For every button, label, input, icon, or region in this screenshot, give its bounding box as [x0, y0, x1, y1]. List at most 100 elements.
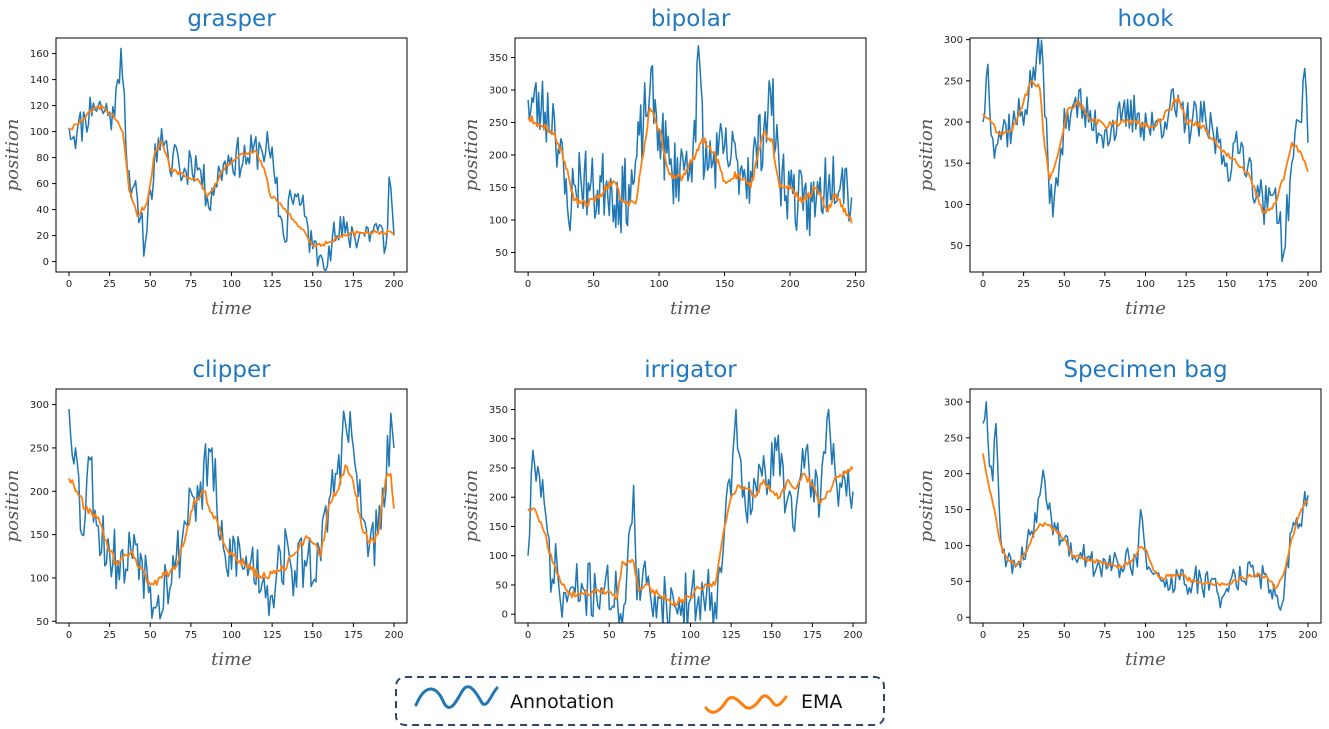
y-tick-label: 50 — [495, 580, 508, 591]
y-tick-label: 40 — [36, 205, 49, 216]
y-tick-label: 50 — [950, 241, 963, 252]
y-tick-label: 50 — [950, 577, 963, 588]
series-line-annotation — [68, 47, 395, 272]
series-line-ema — [982, 453, 1309, 590]
x-tick-label: 100 — [222, 630, 241, 641]
panel-title: hook — [1117, 6, 1174, 32]
y-tick-label: 100 — [30, 127, 49, 138]
y-tick-label: 350 — [489, 53, 508, 64]
x-tick-label: 50 — [1058, 279, 1071, 290]
plot-frame — [55, 388, 408, 624]
x-tick-label: 50 — [603, 630, 616, 641]
y-tick-label: 200 — [489, 493, 508, 504]
y-tick-label: 150 — [489, 183, 508, 194]
plot-frame — [514, 388, 867, 624]
x-tick-label: 125 — [263, 630, 282, 641]
panel-title: irrigator — [644, 357, 737, 383]
panel-title: Specimen bag — [1063, 357, 1227, 383]
x-tick-label: 0 — [525, 630, 531, 641]
y-tick-label: 50 — [36, 617, 49, 628]
y-tick-label: 150 — [944, 159, 963, 170]
x-tick-label: 250 — [846, 279, 865, 290]
y-axis-label: position — [916, 470, 937, 543]
x-axis-label: time — [670, 298, 711, 319]
x-tick-label: 50 — [144, 279, 157, 290]
y-tick-label: 200 — [30, 487, 49, 498]
y-tick-label: 300 — [30, 400, 49, 411]
x-tick-label: 75 — [1099, 630, 1112, 641]
x-tick-label: 100 — [222, 279, 241, 290]
x-tick-label: 175 — [344, 630, 363, 641]
x-tick-label: 50 — [1058, 630, 1071, 641]
y-tick-label: 0 — [502, 610, 508, 621]
y-axis-label: position — [916, 119, 937, 192]
y-tick-label: 200 — [489, 151, 508, 162]
x-tick-label: 125 — [263, 279, 282, 290]
y-tick-label: 100 — [489, 551, 508, 562]
y-tick-label: 150 — [30, 530, 49, 541]
series-line-ema — [982, 79, 1309, 214]
x-tick-label: 0 — [980, 630, 986, 641]
series-line-annotation — [982, 401, 1309, 611]
panel-title: grasper — [187, 6, 276, 32]
y-tick-label: 250 — [489, 463, 508, 474]
x-tick-label: 25 — [1017, 279, 1030, 290]
x-axis-label: time — [211, 298, 252, 319]
x-tick-label: 200 — [1298, 630, 1317, 641]
x-tick-label: 0 — [980, 279, 986, 290]
series-line-ema — [68, 464, 395, 586]
y-tick-label: 300 — [489, 86, 508, 97]
y-tick-label: 80 — [36, 153, 49, 164]
x-axis-label: time — [1125, 649, 1166, 670]
plot-frame — [969, 37, 1322, 273]
y-tick-label: 150 — [489, 522, 508, 533]
x-tick-label: 125 — [1177, 279, 1196, 290]
y-tick-label: 150 — [944, 505, 963, 516]
x-tick-label: 25 — [103, 279, 116, 290]
y-axis-label: position — [2, 470, 23, 543]
x-tick-label: 200 — [384, 630, 403, 641]
panel-hook: hook 0 25 50 75 100 125 150 175 200 50 100 150 200 250… — [916, 6, 1322, 319]
legend-border — [395, 676, 885, 726]
x-tick-label: 175 — [1258, 279, 1277, 290]
x-axis-label: time — [670, 649, 711, 670]
x-tick-label: 150 — [303, 630, 322, 641]
x-axis-label: time — [1125, 298, 1166, 319]
panel-clipper: clipper 0 25 50 75 100 125 150 175 200 50 100 150 200… — [2, 357, 408, 670]
x-axis-label: time — [211, 649, 252, 670]
x-tick-label: 200 — [843, 630, 862, 641]
y-tick-label: 200 — [944, 469, 963, 480]
y-axis-label: position — [2, 119, 23, 192]
legend: Annotation EMA — [395, 676, 885, 726]
series-line-ema — [527, 107, 853, 224]
x-tick-label: 50 — [587, 279, 600, 290]
y-tick-label: 200 — [944, 118, 963, 129]
y-tick-label: 100 — [30, 573, 49, 584]
x-tick-label: 175 — [803, 630, 822, 641]
x-tick-label: 100 — [1136, 630, 1155, 641]
x-tick-label: 100 — [650, 279, 669, 290]
x-tick-label: 75 — [185, 630, 198, 641]
y-tick-label: 250 — [944, 433, 963, 444]
y-tick-label: 250 — [489, 118, 508, 129]
legend-ema-label: EMA — [801, 691, 842, 713]
x-tick-label: 150 — [762, 630, 781, 641]
series-line-ema — [527, 466, 854, 607]
x-tick-label: 200 — [384, 279, 403, 290]
x-tick-label: 175 — [344, 279, 363, 290]
y-axis-label: position — [461, 470, 482, 543]
series-line-annotation — [527, 45, 853, 237]
y-tick-label: 120 — [30, 101, 49, 112]
y-tick-label: 60 — [36, 179, 49, 190]
y-tick-label: 100 — [944, 541, 963, 552]
plot-frame — [514, 37, 867, 273]
y-tick-label: 300 — [944, 397, 963, 408]
y-tick-label: 140 — [30, 75, 49, 86]
x-tick-label: 125 — [1177, 630, 1196, 641]
x-tick-label: 200 — [1298, 279, 1317, 290]
x-tick-label: 75 — [644, 630, 657, 641]
series-line-annotation — [68, 408, 395, 620]
y-tick-label: 350 — [489, 405, 508, 416]
x-tick-label: 25 — [1017, 630, 1030, 641]
